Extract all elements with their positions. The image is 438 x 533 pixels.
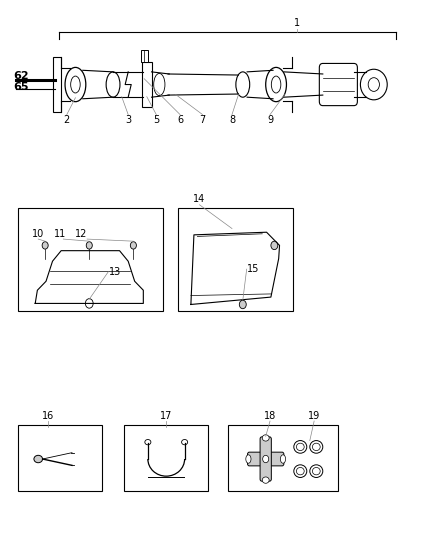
Circle shape	[42, 241, 48, 249]
Ellipse shape	[280, 455, 286, 463]
Text: 15: 15	[247, 264, 259, 274]
Text: 11: 11	[54, 229, 67, 239]
FancyBboxPatch shape	[247, 452, 284, 466]
Text: 7: 7	[199, 115, 206, 125]
Text: 19: 19	[308, 410, 320, 421]
Circle shape	[85, 298, 93, 308]
Ellipse shape	[236, 72, 250, 97]
Bar	[124, 425, 208, 491]
Text: 3: 3	[125, 115, 131, 125]
Ellipse shape	[262, 435, 269, 441]
Ellipse shape	[65, 67, 86, 102]
Bar	[142, 62, 152, 107]
Ellipse shape	[262, 477, 269, 483]
Text: 62: 62	[14, 70, 29, 80]
FancyBboxPatch shape	[260, 437, 271, 481]
Text: 17: 17	[160, 410, 173, 421]
Bar	[18, 425, 102, 491]
Bar	[18, 208, 163, 311]
Text: 14: 14	[194, 194, 206, 204]
Text: 6: 6	[177, 115, 183, 125]
Text: 2: 2	[64, 115, 70, 125]
Ellipse shape	[154, 74, 165, 95]
Ellipse shape	[246, 455, 251, 463]
Ellipse shape	[145, 440, 151, 445]
Text: 12: 12	[75, 229, 88, 239]
Ellipse shape	[182, 440, 187, 445]
Text: 16: 16	[42, 410, 54, 421]
Text: 8: 8	[229, 115, 235, 125]
FancyBboxPatch shape	[319, 63, 357, 106]
Bar	[178, 208, 293, 311]
Text: 18: 18	[264, 410, 276, 421]
Ellipse shape	[106, 72, 120, 97]
Circle shape	[239, 300, 246, 309]
Bar	[228, 425, 338, 491]
Bar	[141, 50, 148, 62]
Text: 10: 10	[32, 229, 44, 239]
Text: 1: 1	[294, 18, 300, 28]
Polygon shape	[53, 57, 61, 112]
Circle shape	[271, 241, 278, 249]
Ellipse shape	[263, 455, 269, 463]
Ellipse shape	[360, 69, 387, 100]
Text: 65: 65	[14, 82, 29, 92]
Text: 9: 9	[267, 115, 273, 125]
Ellipse shape	[34, 455, 42, 463]
Circle shape	[131, 241, 136, 249]
Ellipse shape	[266, 67, 286, 102]
Circle shape	[86, 241, 92, 249]
Text: 13: 13	[109, 267, 121, 277]
Text: 5: 5	[153, 115, 159, 125]
